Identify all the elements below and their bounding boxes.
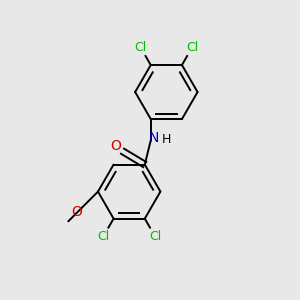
Text: H: H xyxy=(161,133,171,146)
Text: Cl: Cl xyxy=(186,41,198,54)
Text: O: O xyxy=(71,206,82,219)
Text: Cl: Cl xyxy=(98,230,110,243)
Text: Cl: Cl xyxy=(134,41,147,54)
Text: O: O xyxy=(110,139,122,153)
Text: Cl: Cl xyxy=(149,230,161,243)
Text: N: N xyxy=(149,131,160,145)
